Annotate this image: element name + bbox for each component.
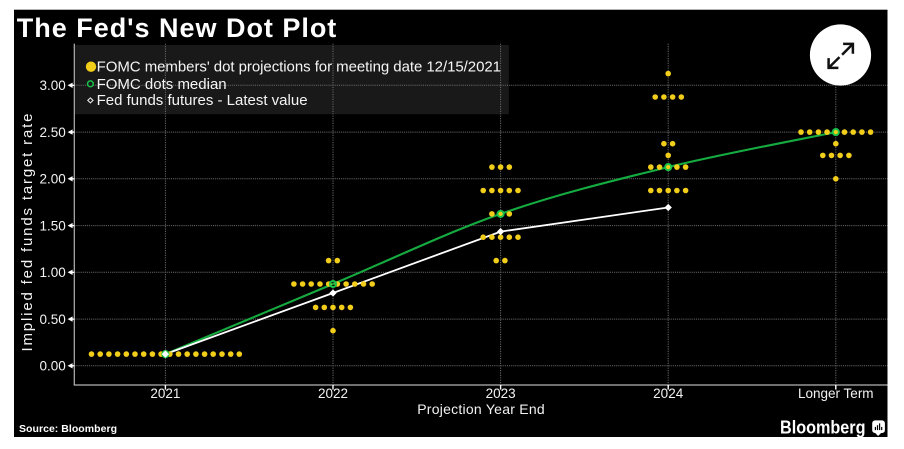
- svg-text:1.00: 1.00: [40, 265, 66, 280]
- svg-text:FOMC members' dot projections: FOMC members' dot projections for meetin…: [97, 59, 501, 76]
- svg-text:2024: 2024: [653, 386, 684, 401]
- svg-text:Implied fed funds target rate: Implied fed funds target rate: [19, 114, 36, 352]
- svg-text:2.00: 2.00: [40, 172, 66, 187]
- svg-text:2.50: 2.50: [40, 125, 66, 140]
- svg-text:1.50: 1.50: [40, 218, 66, 233]
- svg-text:0.50: 0.50: [40, 312, 66, 327]
- svg-text:3.00: 3.00: [40, 78, 66, 93]
- svg-text:Projection Year End: Projection Year End: [417, 401, 545, 417]
- svg-text:FOMC dots median: FOMC dots median: [97, 76, 227, 93]
- svg-text:Bloomberg: Bloomberg: [780, 417, 866, 437]
- svg-text:Source: Bloomberg: Source: Bloomberg: [19, 423, 117, 435]
- svg-text:The Fed's New Dot Plot: The Fed's New Dot Plot: [17, 13, 337, 43]
- svg-text:0.00: 0.00: [40, 359, 66, 374]
- svg-text:2022: 2022: [318, 386, 348, 401]
- svg-text:Fed funds futures - Latest val: Fed funds futures - Latest value: [97, 92, 308, 109]
- svg-text:2023: 2023: [486, 386, 516, 401]
- svg-text:2021: 2021: [150, 386, 180, 401]
- svg-text:Longer Term: Longer Term: [798, 386, 874, 401]
